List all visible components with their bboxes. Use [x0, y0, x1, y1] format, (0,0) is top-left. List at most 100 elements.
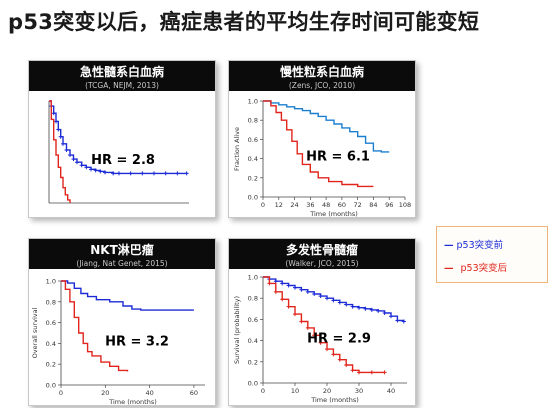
censor-mark: [84, 165, 89, 170]
km-plot-mm: 0.0 0.2 0.4 0.6 0.8 1.0 0 10 20 30 40 Time (months)…: [233, 274, 407, 404]
x-tick-label: 24: [290, 201, 298, 209]
censor-mark: [152, 171, 156, 176]
y-axis-title: Survival (probability): [233, 296, 241, 364]
x-axis-title: Time (months): [309, 210, 358, 217]
censor-mark: [401, 319, 406, 324]
censor-mark: [293, 285, 297, 290]
censor-mark: [344, 302, 349, 307]
y-tick-label: 1.0: [46, 278, 56, 286]
censor-mark: [93, 168, 98, 173]
censor-mark: [175, 171, 180, 176]
censor-mark: [350, 368, 355, 373]
chart-panel-aml: 急性髓系白血病 (TCGA, NEJM, 2013) HR = 2.8: [28, 60, 216, 218]
y-tick-label: 0.0: [248, 380, 258, 388]
censor-mark: [117, 171, 121, 176]
panel-header: 急性髓系白血病 (TCGA, NEJM, 2013): [29, 61, 215, 91]
censor-mark: [286, 304, 291, 309]
slide-title: p53突变以后，癌症患者的平均生存时间可能变短: [8, 10, 480, 34]
x-tick-label: 12: [275, 201, 283, 209]
censor-mark: [312, 333, 317, 338]
censor-mark: [273, 279, 278, 284]
y-axis-title: Fraction Alive: [233, 127, 241, 171]
censor-mark: [331, 352, 336, 357]
y-tick-label: 1.0: [248, 98, 258, 106]
censor-mark: [325, 347, 329, 352]
legend-item-before: — p53突变前: [444, 237, 503, 251]
y-tick-label: 0.2: [248, 358, 258, 366]
x-tick-label: 20: [323, 387, 331, 395]
panel-title: 多发性骨髓瘤: [285, 243, 358, 257]
censor-mark: [382, 370, 387, 375]
y-tick-label: 0.0: [46, 382, 56, 390]
hazard-ratio-label: HR = 6.1: [306, 150, 370, 165]
censor-mark: [54, 119, 58, 124]
legend-label-before: p53突变前: [456, 240, 504, 251]
censor-mark: [71, 157, 76, 162]
panel-title: 急性髓系白血病: [79, 65, 164, 79]
hazard-ratio-label: HR = 2.9: [307, 332, 371, 347]
km-plot-cll: 0.0 0.2 0.4 0.6 0.8 1.0 0 12 24 36 48 60 72 84 96 108 Ti…: [233, 98, 411, 218]
x-tick-label: 40: [387, 387, 395, 395]
y-tick-label: 0.2: [248, 174, 258, 182]
censor-mark: [56, 127, 61, 132]
chart-panel-cll: 慢性粒系白血病 (Zens, JCO, 2010) 0.0 0.2 0.4 0.6 0.…: [228, 60, 416, 218]
x-tick-label: 60: [338, 201, 346, 209]
y-axis-title: Overall survival: [31, 307, 39, 358]
censor-mark: [363, 306, 368, 311]
x-tick-label: 0: [261, 387, 265, 395]
censor-mark: [331, 298, 336, 303]
censor-mark: [305, 325, 310, 330]
censor-mark: [389, 314, 393, 319]
censor-mark: [79, 163, 84, 168]
panel-source: (Walker, JCO, 2015): [285, 259, 359, 268]
censor-mark: [318, 340, 323, 345]
censor-mark: [58, 134, 63, 139]
panel-header: NKT淋巴瘤 (Jiang, Nat Genet, 2015): [29, 239, 215, 269]
legend-label-after: p53突变后: [460, 263, 508, 274]
panel-source: (Jiang, Nat Genet, 2015): [76, 259, 168, 268]
panel-source: (TCGA, NEJM, 2013): [85, 81, 159, 90]
censor-mark: [382, 311, 387, 316]
censor-mark: [280, 297, 285, 302]
censor-mark: [286, 283, 291, 288]
censor-mark: [273, 289, 278, 294]
y-tick-label: 0.6: [46, 319, 56, 327]
y-tick-label: 0.4: [248, 337, 258, 345]
survival-curve-1: [61, 280, 129, 372]
censor-mark: [75, 160, 79, 165]
censor-mark: [369, 370, 374, 375]
censor-mark: [163, 171, 168, 176]
censor-mark: [280, 281, 285, 286]
y-tick-label: 0.8: [248, 295, 258, 303]
censor-mark: [357, 370, 361, 375]
x-tick-label: 36: [306, 201, 314, 209]
km-plot-nkt: 0.0 0.2 0.4 0.6 0.8 1.0 0 20 40 60 Time (months) Ov…: [31, 278, 205, 405]
legend-swatch-before: —: [444, 240, 454, 251]
panel-title: 慢性粒系白血病: [279, 65, 364, 79]
censor-mark: [312, 291, 317, 296]
censor-mark: [337, 300, 342, 305]
x-tick-label: 72: [354, 201, 362, 209]
survival-curve-0: [263, 100, 390, 153]
censor-mark: [325, 296, 329, 301]
legend-box: — p53突变前 — p53突变后: [436, 226, 548, 283]
censor-mark: [318, 294, 323, 299]
hazard-ratio-label: HR = 3.2: [105, 334, 169, 349]
x-tick-label: 108: [399, 201, 411, 209]
y-tick-label: 0.4: [248, 155, 258, 163]
x-axis-title: Time (months): [310, 396, 359, 404]
censor-mark: [305, 289, 310, 294]
censor-mark: [140, 171, 145, 176]
censor-mark: [299, 319, 304, 324]
x-tick-label: 84: [369, 201, 377, 209]
y-tick-label: 1.0: [248, 274, 258, 282]
censor-mark: [357, 305, 361, 310]
x-tick-label: 60: [190, 389, 198, 397]
legend-item-after: — p53突变后: [444, 260, 507, 274]
censor-mark: [64, 147, 69, 152]
chart-panel-mm: 多发性骨髓瘤 (Walker, JCO, 2015) 0.0 0.2 0.4 0.6 0…: [228, 238, 416, 406]
y-tick-label: 0.2: [46, 361, 56, 369]
censor-mark: [369, 307, 374, 312]
chart-panel-nkt: NKT淋巴瘤 (Jiang, Nat Genet, 2015) 0.0 0.2 0.…: [28, 238, 216, 406]
x-tick-label: 30: [355, 387, 363, 395]
